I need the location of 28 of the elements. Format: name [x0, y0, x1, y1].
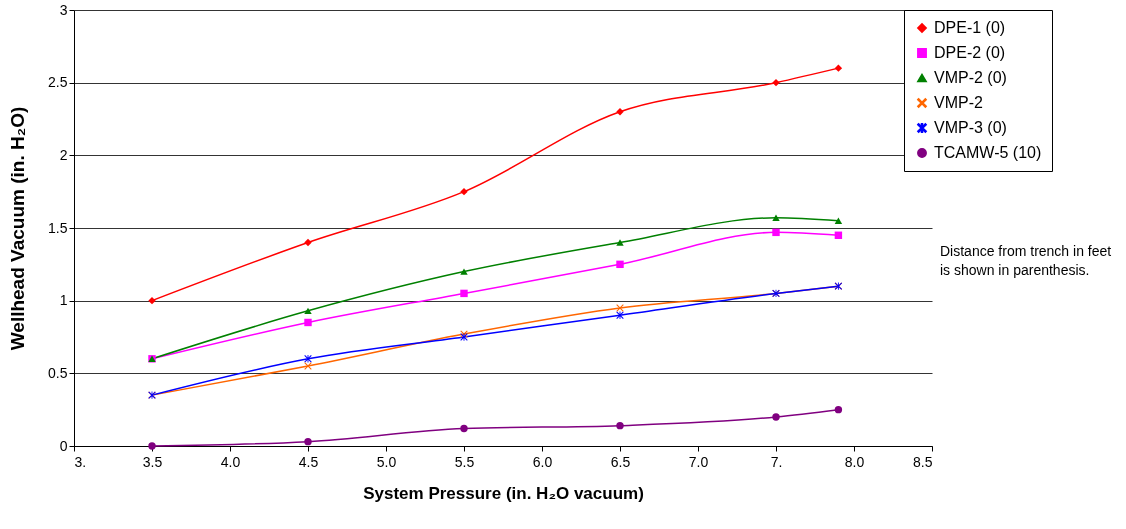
y-tick-label: 1.5	[48, 219, 68, 236]
x-tick-label: 6.0	[532, 453, 553, 470]
legend-label: VMP-2 (0)	[934, 69, 1007, 86]
x-tick-label: 7.0	[688, 453, 709, 470]
x-tick-label: 5.0	[376, 453, 397, 470]
x-tick-label: 6.5	[610, 453, 631, 470]
y-tick-label: 2	[59, 146, 68, 163]
x-tick-label: 8.0	[844, 453, 865, 470]
x-tick-label: 3.5	[142, 453, 163, 470]
y-tick-label: 1	[59, 292, 68, 309]
x-tick-label: 7.	[770, 453, 783, 470]
legend-label: VMP-3 (0)	[934, 119, 1007, 136]
x-tick-label: 4.5	[298, 453, 319, 470]
legend-label: DPE-2 (0)	[934, 44, 1006, 61]
x-tick-label: 5.5	[454, 453, 475, 470]
legend-label: VMP-2	[934, 94, 983, 111]
x-tick-label: 8.5	[913, 453, 933, 470]
x-axis-title: System Pressure (in. H₂O vacuum)	[363, 483, 644, 503]
y-tick-label: 3	[59, 1, 68, 18]
y-tick-label: 0.5	[48, 364, 68, 381]
legend-label: DPE-1 (0)	[934, 19, 1006, 36]
text: Distance from trench in feet is shown in parenthesis.	[940, 242, 1113, 280]
x-tick-label: 4.0	[220, 453, 241, 470]
legend-label: TCAMW-5 (10)	[934, 144, 1042, 161]
y-tick-label: 0	[59, 437, 68, 454]
y-axis-title: Wellhead Vacuum (in. H₂O)	[7, 106, 29, 351]
x-tick-label: 3.	[74, 453, 87, 470]
y-tick-label: 2.5	[48, 74, 68, 91]
